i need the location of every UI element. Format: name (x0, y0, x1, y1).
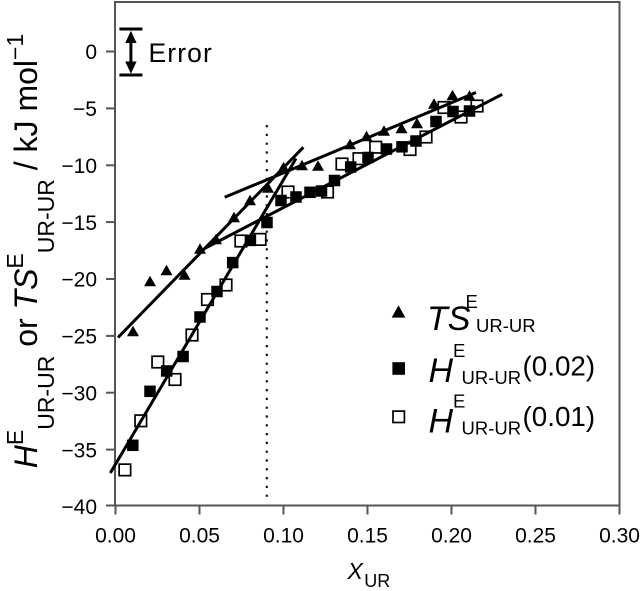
svg-text:(0.01): (0.01) (523, 401, 596, 432)
svg-text:E: E (453, 391, 465, 412)
svg-text:0.25: 0.25 (515, 525, 556, 548)
svg-text:0.30: 0.30 (599, 525, 640, 548)
svg-text:−30: −30 (61, 382, 97, 405)
svg-text:Error: Error (149, 38, 213, 68)
svg-text:0: 0 (85, 41, 97, 64)
svg-text:−5: −5 (73, 98, 97, 121)
svg-text:H: H (429, 352, 454, 390)
svg-text:−35: −35 (61, 439, 97, 462)
svg-text:UR-UR: UR-UR (462, 367, 522, 388)
svg-text:−10: −10 (61, 155, 97, 178)
svg-text:0.10: 0.10 (263, 525, 304, 548)
svg-text:UR-UR: UR-UR (462, 418, 522, 439)
svg-text:HEUR-UR or TSEUR-UR / kJ mol−: HEUR-UR or TSEUR-UR / kJ mol−1 (2, 34, 59, 469)
svg-text:UR-UR: UR-UR (476, 315, 536, 336)
svg-text:H: H (429, 403, 454, 441)
svg-text:X: X (347, 558, 365, 584)
svg-text:0.15: 0.15 (347, 525, 388, 548)
svg-text:(0.02): (0.02) (523, 351, 596, 382)
svg-text:E: E (466, 291, 478, 312)
svg-text:−15: −15 (61, 212, 97, 235)
svg-text:E: E (453, 340, 465, 361)
svg-text:0.20: 0.20 (431, 525, 472, 548)
svg-text:TS: TS (427, 300, 471, 338)
svg-text:UR: UR (364, 571, 390, 591)
svg-text:0.00: 0.00 (95, 525, 136, 548)
svg-text:−40: −40 (61, 496, 97, 519)
svg-text:−20: −20 (61, 269, 97, 292)
svg-text:−25: −25 (61, 326, 97, 349)
svg-text:0.05: 0.05 (179, 525, 220, 548)
